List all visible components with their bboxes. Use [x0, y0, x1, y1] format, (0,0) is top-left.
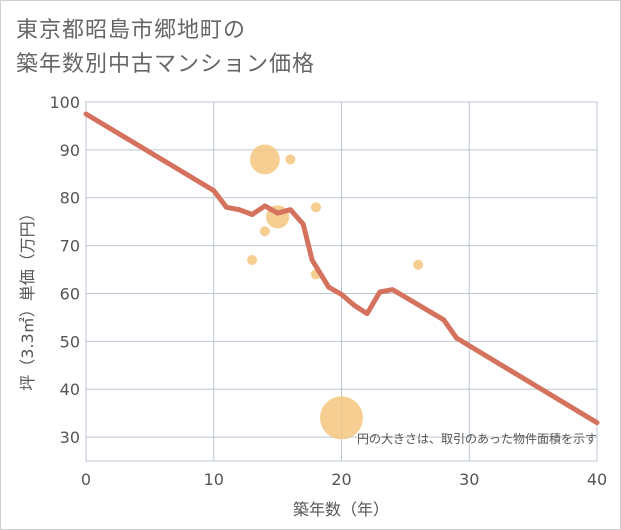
x-tick-label: 20 — [331, 470, 351, 489]
y-tick-label: 50 — [60, 332, 80, 351]
x-tick-labels: 0 10 20 30 40 — [81, 470, 607, 489]
title-line-2: 築年数別中古マンション価格 — [16, 52, 316, 77]
x-axis-label: 築年数（年） — [293, 500, 389, 519]
scatter-point — [310, 202, 321, 213]
y-tick-label: 60 — [60, 284, 80, 303]
x-tick-label: 40 — [587, 470, 607, 489]
y-tick-labels: 30 40 50 60 70 80 90 100 — [49, 93, 80, 447]
y-tick-label: 30 — [60, 428, 80, 447]
y-tick-label: 90 — [60, 141, 80, 160]
scatter-point — [247, 254, 258, 265]
x-tick-label: 0 — [81, 470, 91, 489]
x-tick-label: 30 — [459, 470, 479, 489]
y-tick-label: 100 — [49, 93, 80, 112]
x-tick-label: 10 — [204, 470, 224, 489]
title-line-1: 東京都昭島市郷地町の — [16, 18, 247, 43]
scatter-bubbles — [247, 144, 424, 440]
y-axis-label: 坪（3.3㎡）単価（万円） — [18, 205, 37, 390]
scatter-point — [285, 154, 296, 165]
chart-title: 東京都昭島市郷地町の 築年数別中古マンション価格 — [16, 14, 315, 82]
bubble-size-note: 円の大きさは、取引のあった物件面積を示す — [357, 431, 597, 446]
scatter-point — [413, 259, 424, 270]
scatter-point — [320, 396, 363, 440]
scatter-point — [259, 226, 270, 237]
y-tick-label: 40 — [60, 380, 80, 399]
scatter-point — [249, 144, 280, 175]
price-trend-line — [83, 111, 600, 426]
y-tick-label: 70 — [60, 237, 80, 256]
y-tick-label: 80 — [60, 189, 80, 208]
